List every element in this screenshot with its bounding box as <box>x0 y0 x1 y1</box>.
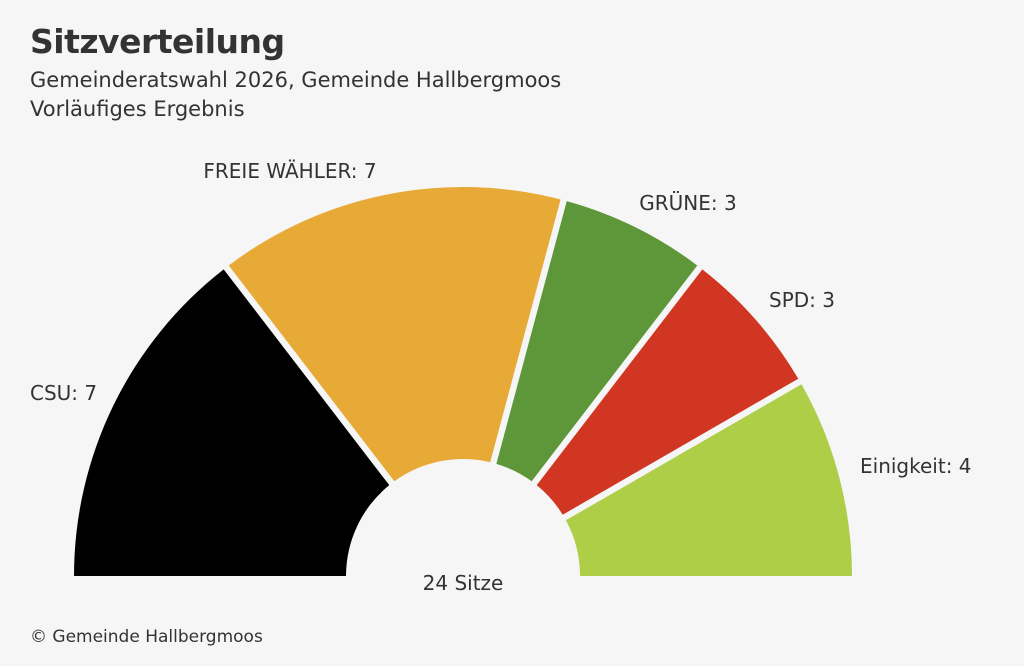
label-einigkeit: Einigkeit: 4 <box>860 454 972 478</box>
segment-csu <box>74 269 390 576</box>
source-credit: © Gemeinde Hallbergmoos <box>30 627 263 647</box>
subtitle-line-2: Vorläufiges Ergebnis <box>30 97 245 121</box>
label-grüne: GRÜNE: 3 <box>639 191 736 215</box>
subtitle-line-1: Gemeinderatswahl 2026, Gemeinde Hallberg… <box>30 68 562 92</box>
segment-spd <box>536 269 799 515</box>
chart-labels: CSU: 7 FREIE WÄHLER: 7 GRÜNE: 3 SPD: 3 Einig… <box>30 159 972 478</box>
segment-grüne <box>496 201 698 482</box>
chart-subtitle: Gemeinderatswahl 2026, Gemeinde Hallberg… <box>30 66 561 124</box>
chart-segments <box>74 187 852 576</box>
chart-title: Sitzverteilung <box>30 22 285 61</box>
label-freie-wähler: FREIE WÄHLER: 7 <box>203 159 376 183</box>
label-spd: SPD: 3 <box>769 288 835 312</box>
total-seats-label: 24 Sitze <box>423 571 504 595</box>
label-csu: CSU: 7 <box>30 381 97 405</box>
segment-freie-wähler <box>228 187 561 482</box>
segment-einigkeit <box>565 384 852 576</box>
